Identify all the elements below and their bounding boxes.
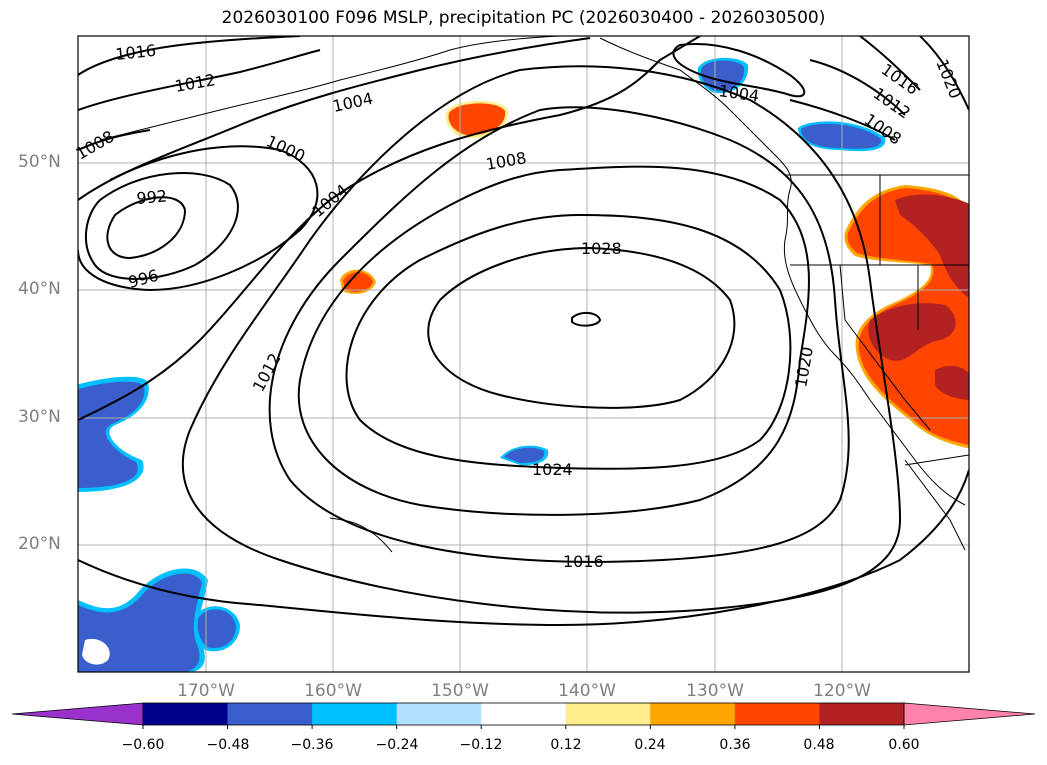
- isobar-label: 1020: [932, 56, 965, 101]
- precip-area-sw-core: [78, 573, 202, 672]
- isobar-label: 1008: [484, 148, 527, 174]
- colorbar-segment: [143, 703, 229, 725]
- lon-label: 170°W: [177, 681, 235, 701]
- lon-label: 140°W: [558, 681, 616, 701]
- isobar-label: 996: [126, 266, 160, 292]
- lon-label: 150°W: [431, 681, 489, 701]
- colorbar-segment: [734, 703, 820, 725]
- isobar-1024: [345, 213, 792, 470]
- isobar-1020-ne: [919, 36, 969, 111]
- lon-label: 120°W: [813, 681, 871, 701]
- colorbar-tick-label: 0.60: [888, 737, 920, 753]
- isobar-label: 1016: [563, 552, 604, 571]
- colorbar-tick-label: 0.24: [634, 737, 666, 753]
- isobar-996: [84, 172, 239, 280]
- coastlines: [99, 36, 969, 553]
- precip-area-pnw-dark: [895, 194, 969, 298]
- isobar-label: 1008: [73, 127, 118, 164]
- colorbar-segment: [396, 703, 482, 725]
- colorbar-tick-label: −0.12: [459, 737, 503, 753]
- colorbar-extend-left: [11, 702, 144, 726]
- isobar-1008-nw: [78, 129, 151, 151]
- isobar-label: 1000: [263, 131, 308, 165]
- colorbar: [11, 702, 1036, 729]
- colorbar-segments: [143, 703, 905, 725]
- lat-label: 50°N: [18, 152, 61, 172]
- aleutian-islands: [99, 36, 561, 141]
- precip-area-west-30n-core: [78, 381, 145, 488]
- colorbar-segment: [650, 703, 736, 725]
- lon-label: 130°W: [686, 681, 744, 701]
- isobar-1008: [78, 36, 701, 421]
- precip-area-24n-core: [504, 447, 545, 463]
- isobar-label: 1020: [791, 345, 817, 388]
- colorbar-frame: [142, 702, 905, 726]
- precip-area-55n-core: [448, 103, 506, 136]
- colorbar-tick-label: −0.60: [121, 737, 165, 753]
- colorbar-tick-label: 0.12: [550, 737, 582, 753]
- mexico-border: [904, 454, 969, 466]
- precip-area-ca-dark: [868, 303, 956, 361]
- colorbar-tick-label: 0.48: [803, 737, 835, 753]
- precip-area-sw-hole: [82, 638, 110, 665]
- precip-negative-areas: [78, 57, 886, 672]
- isobar-1008-ne: [789, 99, 896, 141]
- colorbar-tick-label: 0.36: [719, 737, 751, 753]
- lat-label: 30°N: [18, 407, 61, 427]
- precip-area-sw-small-core: [197, 609, 236, 649]
- isobar-1028-center: [571, 312, 602, 327]
- isobar-992: [106, 196, 187, 260]
- map-gridlines: [78, 36, 969, 672]
- na-coastline: [599, 37, 966, 506]
- lon-label: 160°W: [304, 681, 362, 701]
- isobar-1016-ne: [859, 36, 921, 91]
- colorbar-tick-label: −0.48: [206, 737, 250, 753]
- map-frame: [77, 35, 970, 673]
- baja-coast: [904, 459, 966, 551]
- isobar-label: 992: [136, 186, 168, 208]
- colorbar-tick-label: −0.24: [375, 737, 419, 753]
- colorbar-extend-right: [903, 702, 1036, 726]
- isobar-label: 1004: [717, 81, 760, 105]
- isobar-1012-nw: [78, 49, 321, 111]
- isobar-1012-ne: [809, 59, 906, 116]
- isobar-1016-nw: [78, 36, 301, 76]
- isobar-label: 1016: [114, 41, 156, 64]
- colorbar-tick-label: −0.36: [290, 737, 334, 753]
- isobars: [78, 36, 969, 627]
- isobar-1020: [297, 165, 810, 516]
- isobar-1000: [78, 145, 319, 292]
- precip-area-bc-coast-core: [801, 123, 882, 149]
- precip-area-41n-core: [343, 272, 373, 292]
- isobar-label: 1024: [532, 460, 573, 479]
- isobar-label: 1028: [581, 239, 622, 258]
- isobar-1016-south: [78, 469, 969, 627]
- us-state-border-2: [839, 264, 931, 431]
- precip-area-nv-dark: [935, 365, 969, 400]
- isobar-label: 1012: [249, 350, 285, 395]
- colorbar-segment: [481, 703, 567, 725]
- colorbar-segment: [565, 703, 651, 725]
- isobar-1012: [182, 65, 902, 614]
- precip-positive-areas: [340, 100, 969, 449]
- isobar-label: 1004: [331, 89, 375, 116]
- isobar-1028: [427, 246, 736, 409]
- isobar-1004: [78, 37, 591, 201]
- colorbar-ticks: [142, 725, 905, 729]
- isobar-1016: [268, 106, 850, 564]
- lat-label: 40°N: [18, 279, 61, 299]
- map-title: 2026030100 F096 MSLP, precipitation PC (…: [221, 8, 826, 28]
- colorbar-segment: [819, 703, 905, 725]
- colorbar-segment: [227, 703, 313, 725]
- lat-label: 20°N: [18, 534, 61, 554]
- colorbar-segment: [312, 703, 398, 725]
- isobar-label: 1012: [173, 70, 216, 96]
- isobar-1004-ne: [672, 43, 806, 98]
